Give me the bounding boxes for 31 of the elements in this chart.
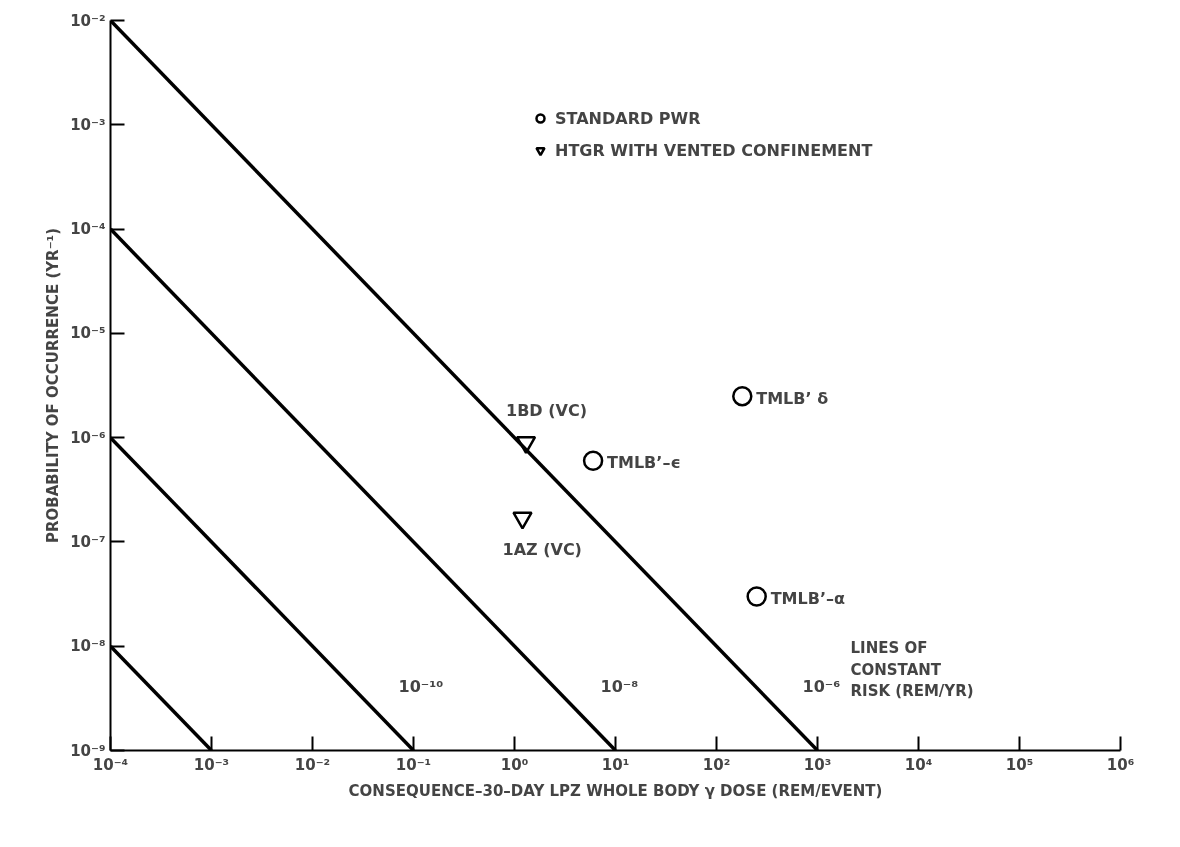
x-tick-label: 10¹: [601, 755, 630, 774]
x-tick-label: 10⁰: [500, 755, 529, 774]
annotation: 10⁻⁶: [802, 676, 841, 696]
annotation: 1AZ (VC): [502, 539, 582, 559]
y-tick-label: 10⁻⁷: [70, 532, 106, 551]
x-tick-label: 10⁶: [1106, 755, 1135, 774]
legend-label: HTGR WITH VENTED CONFINEMENT: [555, 140, 873, 160]
y-axis-title: PROBABILITY OF OCCURRENCE (YR⁻¹): [44, 228, 63, 543]
annotation: TMLB’ δ: [756, 388, 829, 408]
x-tick-label: 10³: [803, 755, 832, 774]
y-tick-label: 10⁻⁶: [70, 428, 106, 447]
annotation: LINES OF CONSTANT RISK (REM/YR): [850, 639, 974, 701]
annotation: 1BD (VC): [506, 401, 587, 421]
annotation: TMLB’–α: [770, 588, 845, 608]
legend-label: STANDARD PWR: [555, 108, 701, 128]
x-tick-label: 10⁴: [904, 755, 933, 774]
annotation: 10⁻¹⁰: [398, 676, 444, 696]
y-tick-label: 10⁻²: [70, 11, 106, 30]
annotation: 10⁻⁸: [600, 676, 639, 696]
x-tick-label: 10⁻²: [294, 755, 331, 774]
annotation: TMLB’–ϵ: [607, 453, 681, 473]
y-tick-label: 10⁻⁸: [70, 637, 106, 656]
y-tick-label: 10⁻³: [70, 115, 106, 134]
x-tick-label: 10⁻⁴: [92, 755, 129, 774]
y-tick-label: 10⁻⁴: [70, 220, 106, 239]
x-tick-label: 10⁻¹: [395, 755, 432, 774]
x-tick-label: 10⁵: [1005, 755, 1034, 774]
y-tick-label: 10⁻⁵: [70, 324, 106, 343]
x-tick-label: 10²: [702, 755, 731, 774]
x-axis-title: CONSEQUENCE–30–DAY LPZ WHOLE BODY γ DOSE (REM/EVENT): [348, 781, 883, 800]
x-tick-label: 10⁻³: [193, 755, 230, 774]
